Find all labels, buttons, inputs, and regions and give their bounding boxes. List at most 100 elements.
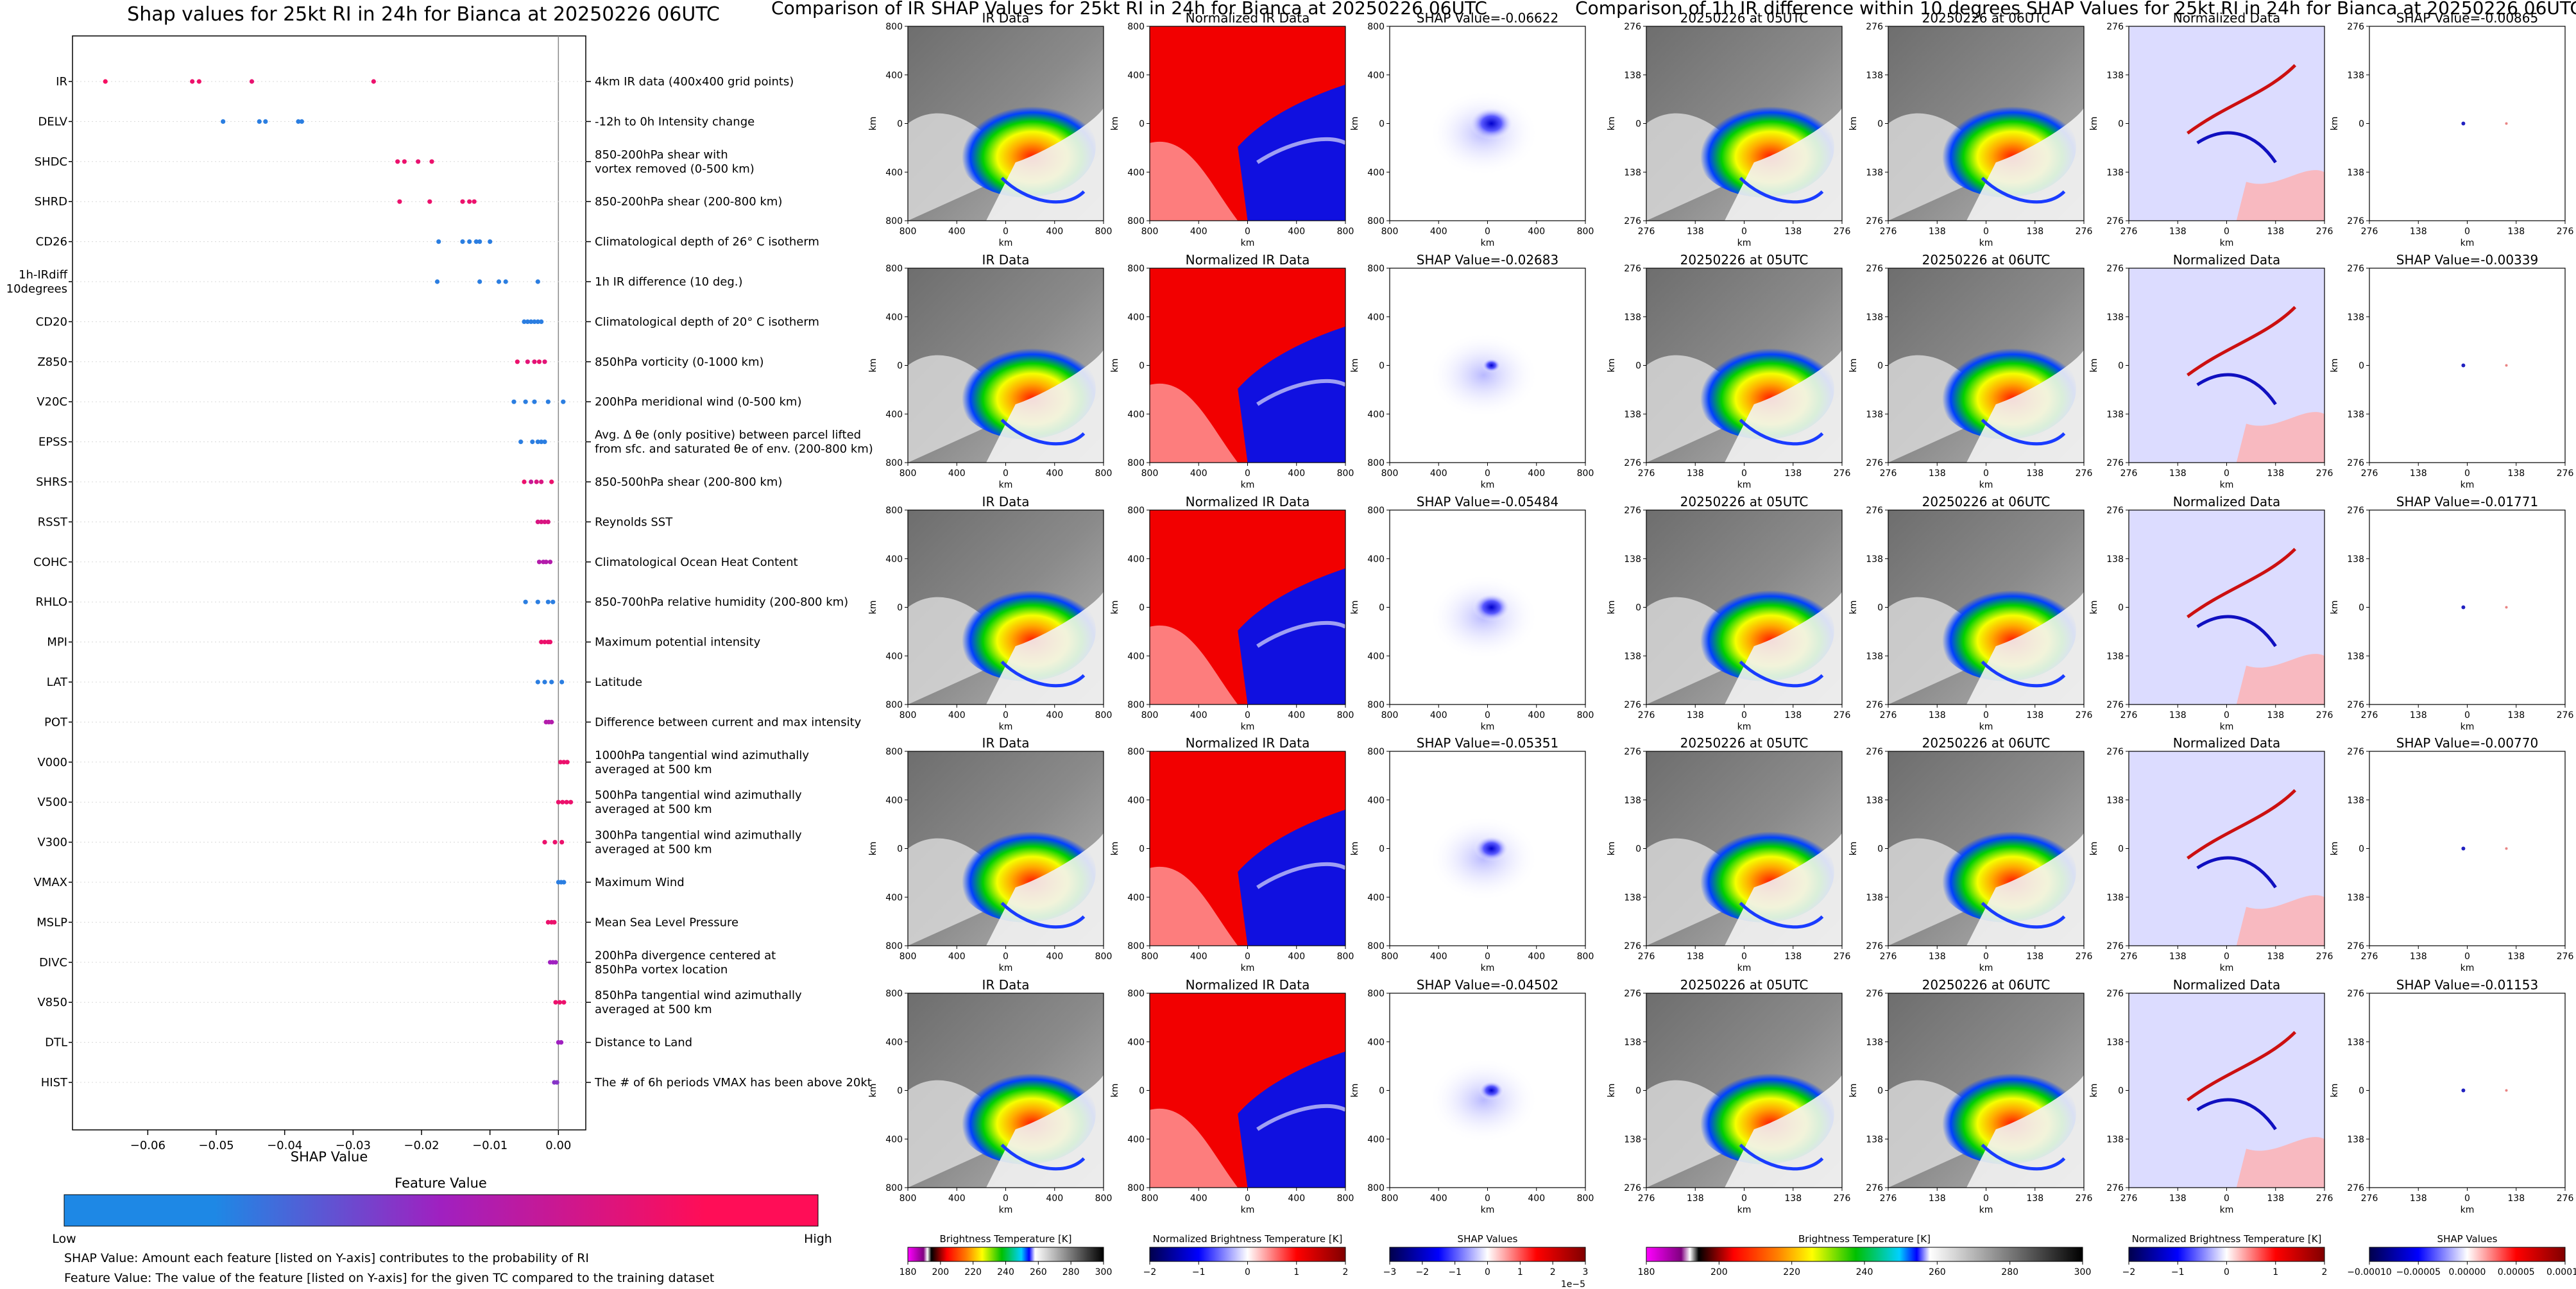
y-tick-label: 276: [2106, 264, 2124, 274]
x-axis-unit: km: [1979, 480, 1993, 490]
y-tick-label: 800: [1127, 264, 1145, 274]
y-tick-label: 800: [1367, 216, 1385, 226]
x-axis-unit: km: [1241, 480, 1255, 490]
x-tick-label: 400: [1046, 710, 1063, 721]
clear-region: [1725, 833, 1842, 946]
y-tick-label: 0: [1635, 603, 1641, 613]
x-tick-label: 0: [2224, 952, 2230, 962]
y-tick-label: 138: [2347, 409, 2364, 420]
irdiff-shap-comparison: Comparison of 1h IR difference within 10…: [1575, 0, 2576, 1277]
shap-core: [1481, 358, 1501, 373]
y-tick-label: 138: [2106, 1037, 2124, 1048]
x-tick-label: 400: [1190, 710, 1207, 721]
x-tick-label: 800: [1381, 1193, 1399, 1204]
cold-edge: [1739, 176, 1824, 204]
y-axis-unit: km: [1607, 117, 1617, 131]
y-axis-unit: km: [2330, 1084, 2340, 1098]
feature-name: DELV: [38, 115, 67, 128]
y-tick-label: 800: [885, 506, 903, 516]
y-tick-label: 0: [1635, 361, 1641, 371]
x-tick-label: 400: [1190, 468, 1207, 479]
x-axis-unit: km: [999, 963, 1013, 973]
y-tick-label: 138: [2347, 892, 2364, 903]
y-tick-label: 800: [885, 700, 903, 710]
y-axis-unit: km: [1110, 842, 1120, 856]
y-tick-label: 138: [2106, 167, 2124, 178]
y-axis-unit: km: [1848, 117, 1859, 131]
y-tick-label: 0: [1139, 119, 1145, 130]
x-axis-unit: km: [2461, 722, 2475, 732]
y-tick-label: 0: [2118, 119, 2124, 130]
shap-point: [532, 319, 537, 324]
x-tick-label: 138: [1687, 952, 1704, 962]
y-tick-label: 400: [1127, 409, 1145, 420]
clear-region: [986, 592, 1104, 704]
panel-title: Normalized Data: [2173, 252, 2281, 268]
panel-title: Normalized IR Data: [1186, 977, 1310, 993]
normdiff-red-streak: [2187, 305, 2297, 377]
y-tick-label: 800: [885, 216, 903, 226]
x-tick-label: 0: [1003, 710, 1009, 721]
shap-summary-title: Shap values for 25kt RI in 24h for Bianc…: [127, 3, 720, 26]
y-tick-label: 276: [2106, 1183, 2124, 1193]
y-tick-label: 276: [1624, 989, 1641, 999]
x-tick-label: 800: [1337, 710, 1354, 721]
shap-point: [535, 279, 540, 284]
cold-edge: [1000, 660, 1086, 688]
x-tick-label: 0: [1983, 226, 1989, 237]
y-tick-label: 138: [1866, 71, 1883, 81]
y-tick-label: 138: [1624, 796, 1641, 806]
y-tick-label: 800: [1127, 941, 1145, 952]
x-tick-label: 400: [1528, 468, 1545, 479]
colorbar-tick-label: 260: [1929, 1267, 1946, 1277]
y-tick-label: 0: [1379, 1086, 1385, 1097]
panel-title: 20250226 at 05UTC: [1680, 252, 1809, 268]
panel-title: IR Data: [982, 977, 1030, 993]
y-axis-unit: km: [2089, 601, 2099, 615]
y-tick-label: 0: [897, 603, 903, 613]
x-tick-label: 0: [1003, 226, 1009, 237]
shap-point: [553, 1000, 558, 1005]
feature-description: 850-500hPa shear (200-800 km): [595, 475, 782, 489]
feature-description: Climatological Ocean Heat Content: [595, 556, 798, 569]
x-tick-label: 276: [2076, 226, 2093, 237]
y-axis-unit: km: [2089, 1084, 2099, 1098]
x-tick-label: 400: [1288, 710, 1305, 721]
normdiff-warm-region: [2236, 654, 2324, 704]
x-axis-unit: km: [1979, 238, 1993, 248]
x-tick-label: 0: [2464, 952, 2470, 962]
norm-streak: [1256, 379, 1347, 406]
x-tick-label: 800: [1337, 952, 1354, 962]
x-tick-label: 276: [2120, 710, 2138, 721]
normdiff-blue-streak: [2196, 1098, 2277, 1131]
y-tick-label: 0: [2118, 844, 2124, 855]
shap-point: [402, 159, 407, 164]
x-tick-label: 0: [1983, 710, 1989, 721]
shap-point: [522, 479, 527, 484]
x-tick-label: 0: [2224, 226, 2230, 237]
y-tick-label: 0: [2358, 1086, 2364, 1097]
y-tick-label: 400: [885, 1134, 903, 1145]
x-tick-label: 276: [1638, 710, 1655, 721]
shap-point: [536, 559, 542, 565]
clear-region: [986, 833, 1104, 946]
shap-point: [561, 880, 567, 885]
x-tick-label: 276: [1638, 1193, 1655, 1204]
shap-point: [565, 760, 570, 765]
panel-title: SHAP Value=-0.04502: [1417, 977, 1558, 993]
x-axis-unit: km: [2220, 480, 2234, 490]
irdiff-comparison-title: Comparison of 1h IR difference within 10…: [1575, 0, 2576, 19]
x-tick-label: 0: [1245, 226, 1250, 237]
feature-name: CD20: [36, 315, 67, 329]
x-tick-label: 800: [1381, 468, 1399, 479]
x-tick-label: 276: [2557, 226, 2574, 237]
x-axis-unit: km: [1737, 963, 1752, 973]
x-tick-label: 276: [2076, 468, 2093, 479]
norm-streak: [1256, 1104, 1347, 1131]
normdiff-warm-region: [2236, 1137, 2324, 1188]
x-tick-label: 276: [2361, 468, 2378, 479]
y-tick-label: 138: [1866, 796, 1883, 806]
y-tick-label: 138: [2106, 651, 2124, 662]
x-tick-label: 0: [2224, 1193, 2230, 1204]
shap-point: [549, 679, 554, 685]
